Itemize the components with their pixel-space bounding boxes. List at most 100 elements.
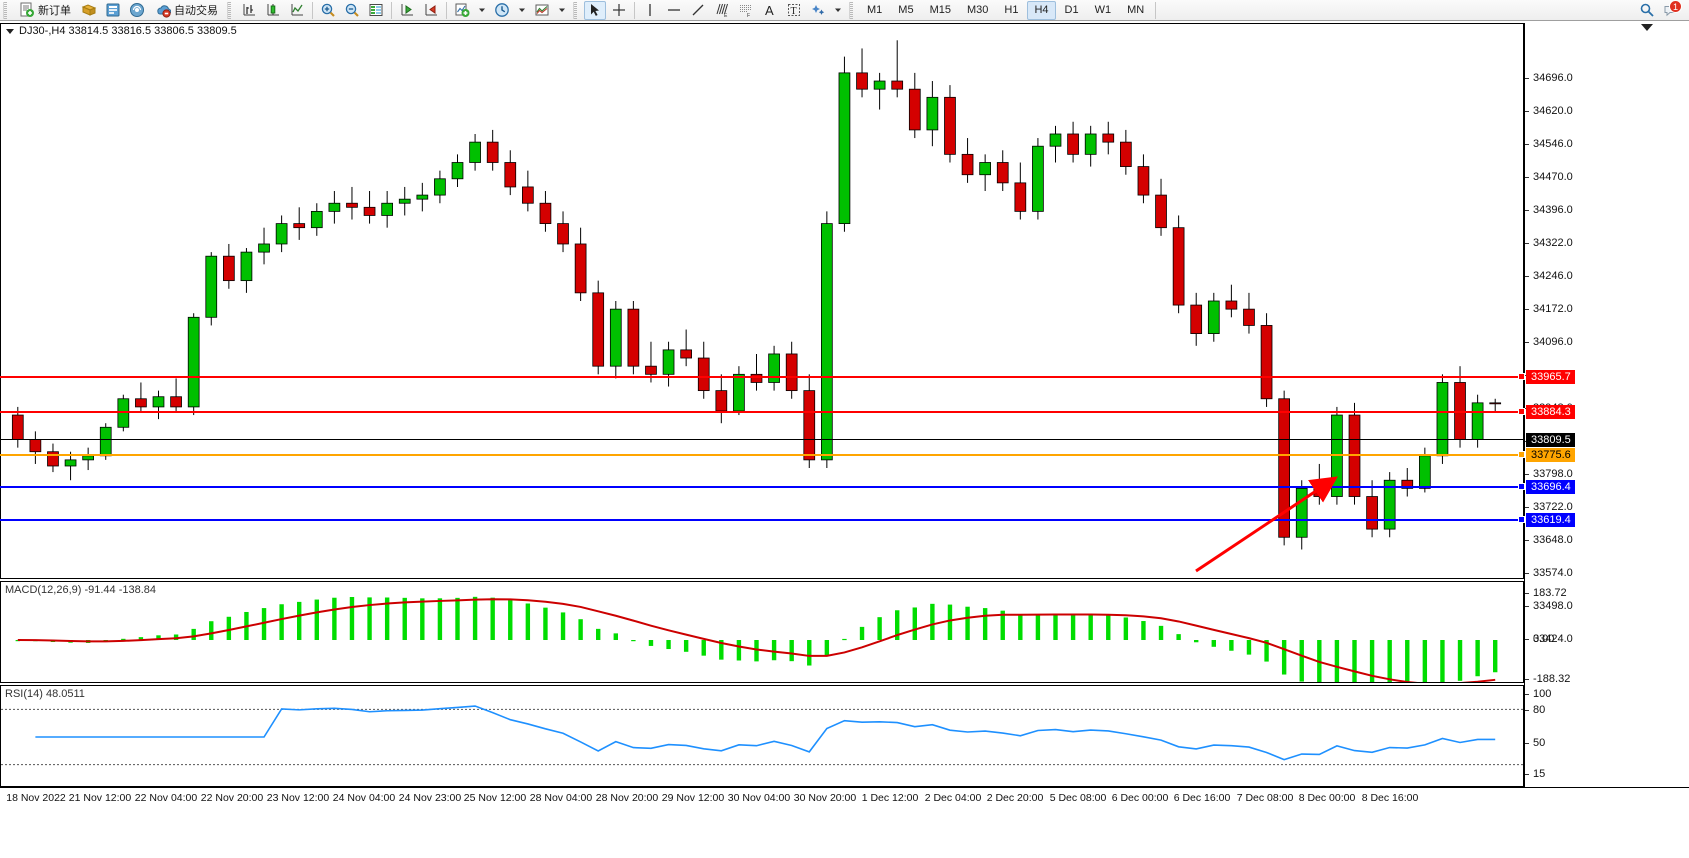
level-line-support-1[interactable] <box>0 486 1524 488</box>
level-handle[interactable] <box>1518 483 1525 490</box>
macd-series <box>15 596 1498 682</box>
rsi-label: RSI(14) 48.0511 <box>5 688 85 700</box>
level-price-label[interactable]: 33965.7 <box>1526 370 1575 384</box>
trendline-button[interactable] <box>687 1 709 20</box>
timeframe-w1[interactable]: W1 <box>1094 4 1112 16</box>
time-tick: 6 Dec 00:00 <box>1111 792 1169 804</box>
level-line-resistance-1[interactable] <box>0 376 1524 378</box>
toolbar-grip-3[interactable] <box>573 1 580 19</box>
level-handle[interactable] <box>1518 373 1525 380</box>
level-handle[interactable] <box>1518 516 1525 523</box>
time-tick: 29 Nov 12:00 <box>661 792 725 804</box>
time-tick: 1 Dec 12:00 <box>861 792 919 804</box>
profile-button[interactable] <box>78 1 100 20</box>
signals-button[interactable] <box>126 1 148 20</box>
time-tick: 30 Nov 20:00 <box>793 792 857 804</box>
level-price-label[interactable]: 33775.6 <box>1526 448 1575 462</box>
time-tick: 21 Nov 12:00 <box>68 792 132 804</box>
level-handle[interactable] <box>1518 408 1525 415</box>
toolbar-separator-4 <box>634 1 635 19</box>
macd-pane[interactable]: MACD(12,26,9) -91.44 -138.84 <box>0 581 1524 683</box>
svg-text:F: F <box>747 13 750 18</box>
objects-icon[interactable] <box>807 1 829 20</box>
toolbar-grip-4[interactable] <box>849 1 856 19</box>
time-tick: 28 Nov 20:00 <box>595 792 659 804</box>
timeframe-h4[interactable]: H4 <box>1027 0 1056 20</box>
chart-title-bar: DJ30-,H4 33814.5 33816.5 33806.5 33809.5 <box>0 23 237 39</box>
level-price-label[interactable]: 33619.4 <box>1526 513 1575 527</box>
toolbar-grip-2[interactable] <box>227 1 234 19</box>
crosshair-button[interactable] <box>608 1 630 20</box>
time-tick: 6 Dec 16:00 <box>1173 792 1231 804</box>
search-icon[interactable] <box>1636 1 1658 20</box>
time-tick: 8 Dec 00:00 <box>1298 792 1356 804</box>
data-window-button[interactable] <box>365 1 387 20</box>
timeframe-m5[interactable]: M5 <box>898 4 914 16</box>
time-tick: 2 Dec 04:00 <box>924 792 982 804</box>
level-line-resistance-2[interactable] <box>0 411 1524 413</box>
fibo-icon[interactable]: E <box>711 1 733 20</box>
chart-shift-button[interactable] <box>396 1 418 20</box>
timeframe-h1[interactable]: H1 <box>1004 4 1019 16</box>
rsi-pane[interactable]: RSI(14) 48.0511 <box>0 685 1524 787</box>
cursor-button[interactable] <box>584 0 606 20</box>
add-indicator-button[interactable] <box>451 1 473 20</box>
time-tick: 18 Nov 2022 <box>6 792 66 804</box>
text-label-icon[interactable]: T <box>783 1 805 20</box>
timeframe-d1[interactable]: D1 <box>1064 4 1079 16</box>
new-order-label: 新订单 <box>38 5 71 17</box>
timeframe-mn[interactable]: MN <box>1127 4 1145 16</box>
price-pane[interactable] <box>0 23 1524 579</box>
toolbar-grip[interactable] <box>3 1 10 19</box>
candlestick-series <box>11 40 1502 550</box>
text-icon[interactable]: A <box>759 1 781 20</box>
timeframe-m15[interactable]: M15 <box>929 4 951 16</box>
zoom-out-button[interactable] <box>341 1 363 20</box>
bar-chart-button[interactable] <box>238 1 260 20</box>
time-tick: 5 Dec 08:00 <box>1049 792 1107 804</box>
templates-dropdown[interactable] <box>555 1 569 20</box>
alerts-icon[interactable]: 1 <box>1660 0 1682 20</box>
time-tick: 28 Nov 04:00 <box>529 792 593 804</box>
time-tick: 7 Dec 08:00 <box>1236 792 1294 804</box>
main-toolbar: 新订单 <box>0 0 1689 21</box>
terminal-button[interactable] <box>102 1 124 20</box>
time-tick: 30 Nov 04:00 <box>727 792 791 804</box>
toolbar-separator-2 <box>391 1 392 19</box>
chart-menu-caret-icon[interactable] <box>6 28 14 34</box>
collapse-caret-icon[interactable] <box>1641 24 1653 31</box>
candlestick-chart-button[interactable] <box>262 1 284 20</box>
zoom-in-button[interactable] <box>317 1 339 20</box>
toolbar-separator-3 <box>446 1 447 19</box>
line-chart-button[interactable] <box>286 1 308 20</box>
objects-dropdown[interactable] <box>831 1 845 20</box>
period-button[interactable] <box>491 1 513 20</box>
add-indicator-dropdown[interactable] <box>475 1 489 20</box>
time-tick: 24 Nov 04:00 <box>332 792 396 804</box>
templates-button[interactable] <box>531 1 553 20</box>
level-handle[interactable] <box>1518 451 1525 458</box>
svg-text:E: E <box>724 13 728 18</box>
svg-text:A: A <box>765 3 774 18</box>
level-line-support-2[interactable] <box>0 519 1524 521</box>
period-dropdown[interactable] <box>515 1 529 20</box>
time-axis[interactable]: 18 Nov 2022 21 Nov 12:00 22 Nov 04:00 22 No… <box>0 787 1689 811</box>
chart-title-text: DJ30-,H4 33814.5 33816.5 33806.5 33809.5 <box>19 25 237 37</box>
level-price-label[interactable]: 33884.3 <box>1526 405 1575 419</box>
time-tick: 23 Nov 12:00 <box>266 792 330 804</box>
vline-button[interactable] <box>639 1 661 20</box>
auto-scroll-button[interactable] <box>420 1 442 20</box>
hline-button[interactable] <box>663 1 685 20</box>
level-line-entry-level[interactable] <box>0 454 1524 456</box>
macd-label: MACD(12,26,9) -91.44 -138.84 <box>5 584 157 596</box>
level-line-current-price[interactable] <box>0 439 1524 440</box>
equidistant-channel-icon[interactable]: F <box>735 1 757 20</box>
level-price-label[interactable]: 33696.4 <box>1526 480 1575 494</box>
timeframe-m30[interactable]: M30 <box>966 4 989 16</box>
level-price-label[interactable]: 33809.5 <box>1526 433 1575 447</box>
new-order-button[interactable]: 新订单 <box>14 1 76 20</box>
toolbar-separator-5 <box>1155 1 1157 19</box>
autotrading-button[interactable]: 自动交易 <box>150 1 223 20</box>
timeframe-m1[interactable]: M1 <box>867 4 883 16</box>
chart-area[interactable]: DJ30-,H4 33814.5 33816.5 33806.5 33809.5… <box>0 21 1689 858</box>
